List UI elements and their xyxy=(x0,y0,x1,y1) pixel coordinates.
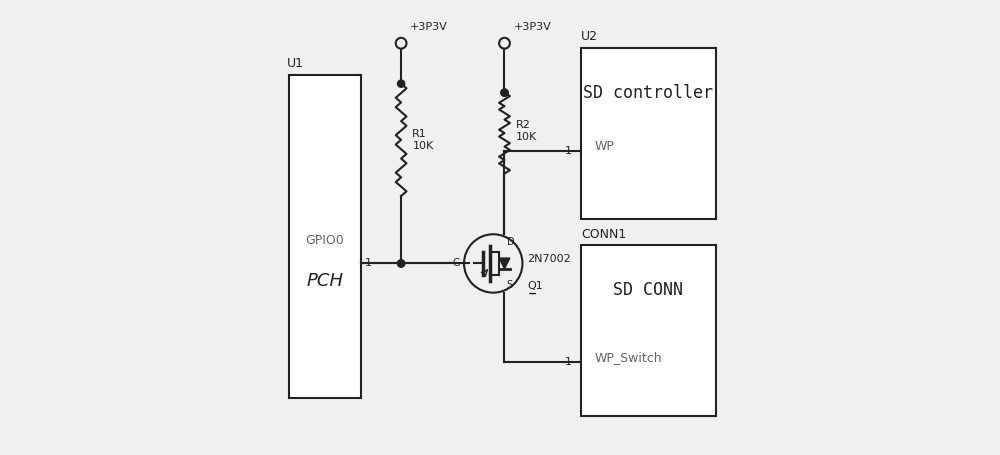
Circle shape xyxy=(398,260,405,267)
FancyBboxPatch shape xyxy=(581,48,716,218)
Text: SD controller: SD controller xyxy=(583,84,713,101)
Text: Q1: Q1 xyxy=(527,281,543,291)
Text: +3P3V: +3P3V xyxy=(513,22,551,32)
Circle shape xyxy=(398,80,405,87)
Text: PCH: PCH xyxy=(306,273,343,290)
Circle shape xyxy=(501,89,508,96)
Text: WP: WP xyxy=(594,140,614,153)
Circle shape xyxy=(398,260,405,267)
Text: WP_Switch: WP_Switch xyxy=(594,351,662,364)
FancyBboxPatch shape xyxy=(581,246,716,416)
Circle shape xyxy=(501,89,508,96)
Text: S: S xyxy=(507,280,513,290)
Text: U2: U2 xyxy=(581,30,598,43)
Text: GPIO0: GPIO0 xyxy=(305,234,344,248)
Text: SD CONN: SD CONN xyxy=(613,282,683,299)
Text: CONN1: CONN1 xyxy=(581,228,627,241)
Text: U1: U1 xyxy=(287,57,304,70)
Text: +3P3V: +3P3V xyxy=(410,22,448,32)
FancyBboxPatch shape xyxy=(289,75,361,398)
Text: 2N7002: 2N7002 xyxy=(527,254,571,264)
Text: G: G xyxy=(453,258,460,268)
Text: R2
10K: R2 10K xyxy=(516,120,537,142)
Text: 1: 1 xyxy=(565,146,572,156)
Polygon shape xyxy=(499,258,510,269)
Text: 1: 1 xyxy=(565,357,572,367)
Text: D: D xyxy=(507,237,514,247)
Text: 1: 1 xyxy=(365,258,372,268)
Text: R1
10K: R1 10K xyxy=(412,129,434,151)
